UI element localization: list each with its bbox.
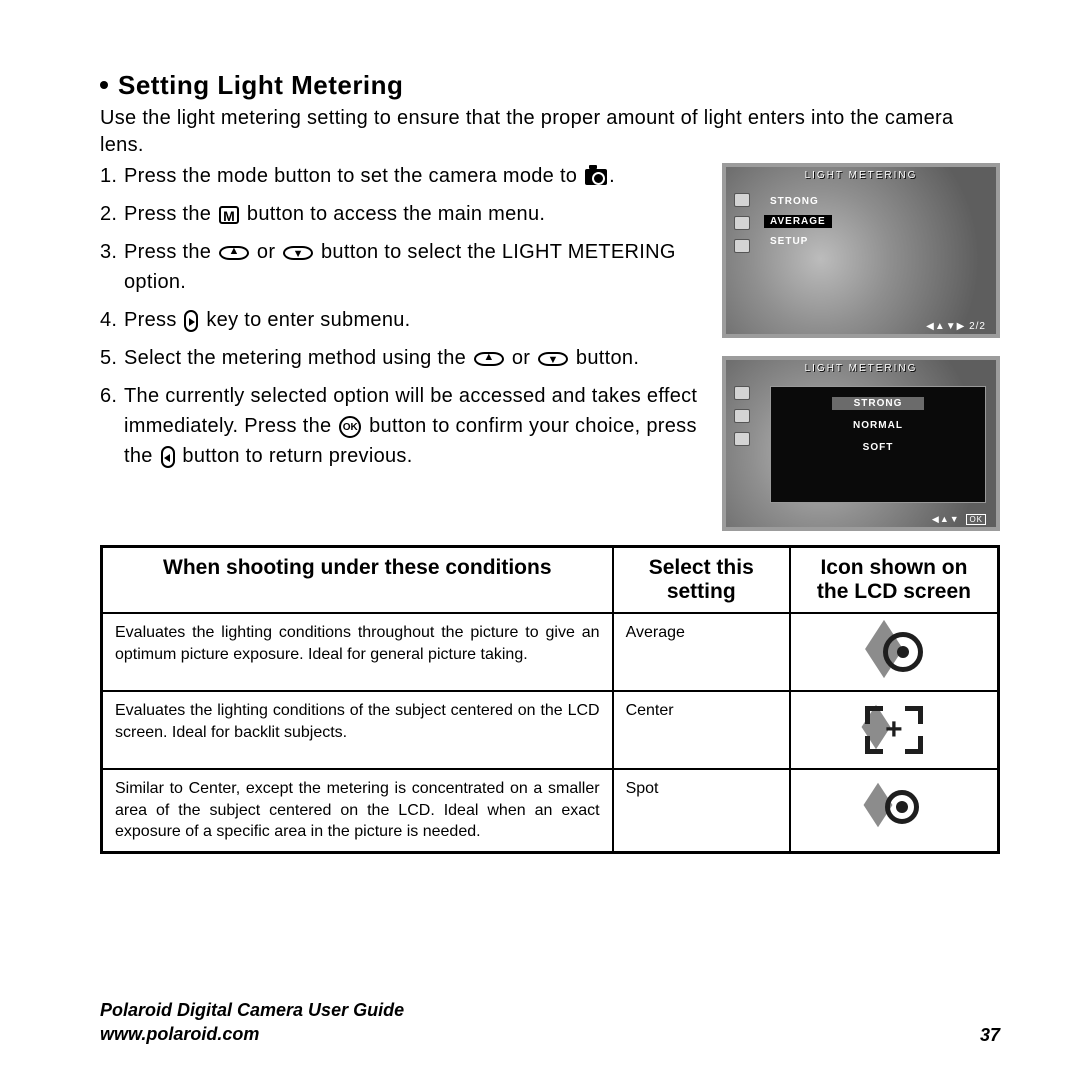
step-text: Select the metering method using the ▲ o… xyxy=(124,343,702,373)
table-row: Evaluates the lighting conditions of the… xyxy=(102,691,999,769)
lcd-figures: LIGHT METERING STRONG AVERAGE SETUP ◀▲▼▶ 2… xyxy=(722,163,1000,531)
table-row: Similar to Center, except the metering i… xyxy=(102,769,999,852)
average-metering-icon xyxy=(865,628,923,676)
lcd-side-icon xyxy=(734,409,750,423)
lcd-side-icon xyxy=(734,239,750,253)
step-number: 5. xyxy=(100,343,124,373)
setting-cell: Center xyxy=(613,691,790,769)
step-text: Press the M button to access the main me… xyxy=(124,199,702,229)
table-row: Evaluates the lighting conditions throug… xyxy=(102,613,999,691)
condition-cell: Similar to Center, except the metering i… xyxy=(102,769,613,852)
right-key-icon xyxy=(184,310,198,332)
step-number: 3. xyxy=(100,237,124,297)
lcd-menu-item: NORMAL xyxy=(831,419,925,432)
footer-guide: Polaroid Digital Camera User Guide xyxy=(100,999,404,1022)
condition-cell: Evaluates the lighting conditions of the… xyxy=(102,691,613,769)
step-number: 4. xyxy=(100,305,124,335)
icon-cell: + xyxy=(790,691,999,769)
step-text: Press the ▲ or ▼ button to select the LI… xyxy=(124,237,702,297)
step-number: 2. xyxy=(100,199,124,229)
left-key-icon xyxy=(161,446,175,468)
step-text: The currently selected option will be ac… xyxy=(124,381,702,471)
table-header: Icon shown on the LCD screen xyxy=(790,547,999,614)
icon-cell xyxy=(790,613,999,691)
lcd-side-icons xyxy=(734,386,750,446)
lcd-screenshot-1: LIGHT METERING STRONG AVERAGE SETUP ◀▲▼▶ 2… xyxy=(722,163,1000,338)
setting-cell: Spot xyxy=(613,769,790,852)
step-1: 1. Press the mode button to set the came… xyxy=(100,161,702,191)
setting-cell: Average xyxy=(613,613,790,691)
step-number: 6. xyxy=(100,381,124,471)
two-column-row: 1. Press the mode button to set the came… xyxy=(100,161,1000,531)
steps-list: 1. Press the mode button to set the came… xyxy=(100,161,702,479)
down-eye-icon: ▼ xyxy=(283,246,313,260)
lcd-menu-item: AVERAGE xyxy=(764,215,832,228)
step-6: 6. The currently selected option will be… xyxy=(100,381,702,471)
lcd-menu-item: STRONG xyxy=(764,195,832,208)
up-eye-icon: ▲ xyxy=(219,246,249,260)
footer-url: www.polaroid.com xyxy=(100,1023,404,1046)
lcd-screenshot-2: LIGHT METERING STRONG NORMAL SOFT ◀▲▼ OK xyxy=(722,356,1000,531)
table-header: When shooting under these conditions xyxy=(102,547,613,614)
lcd-menu: STRONG AVERAGE SETUP xyxy=(764,195,832,248)
lcd-side-icons xyxy=(734,193,750,253)
camera-icon xyxy=(585,169,607,185)
lcd-title: LIGHT METERING xyxy=(726,363,996,374)
icon-cell xyxy=(790,769,999,852)
manual-page: Setting Light Metering Use the light met… xyxy=(0,0,1080,1080)
lcd-menu-item: STRONG xyxy=(832,397,925,410)
step-3: 3. Press the ▲ or ▼ button to select the… xyxy=(100,237,702,297)
down-eye-icon: ▼ xyxy=(538,352,568,366)
page-number: 37 xyxy=(980,1025,1000,1046)
section-heading: Setting Light Metering xyxy=(100,70,1000,101)
lcd-menu-item: SOFT xyxy=(841,441,916,454)
lcd-submenu: STRONG NORMAL SOFT xyxy=(771,397,985,454)
ok-icon: OK xyxy=(339,416,361,438)
lcd-footer: ◀▲▼ OK xyxy=(932,514,986,525)
up-eye-icon: ▲ xyxy=(474,352,504,366)
center-metering-icon: + xyxy=(865,706,923,754)
footer-left: Polaroid Digital Camera User Guide www.p… xyxy=(100,999,404,1046)
lcd-side-icon xyxy=(734,216,750,230)
step-4: 4. Press key to enter submenu. xyxy=(100,305,702,335)
page-footer: Polaroid Digital Camera User Guide www.p… xyxy=(100,999,1000,1046)
condition-cell: Evaluates the lighting conditions throug… xyxy=(102,613,613,691)
table-header: Select this setting xyxy=(613,547,790,614)
step-text: Press key to enter submenu. xyxy=(124,305,702,335)
lcd-submenu-panel: STRONG NORMAL SOFT xyxy=(770,386,986,503)
lcd-side-icon xyxy=(734,432,750,446)
heading-text: Setting Light Metering xyxy=(118,70,403,100)
step-2: 2. Press the M button to access the main… xyxy=(100,199,702,229)
step-5: 5. Select the metering method using the … xyxy=(100,343,702,373)
lcd-title: LIGHT METERING xyxy=(726,170,996,181)
bullet-icon xyxy=(100,81,108,89)
lcd-photo-bg xyxy=(726,167,996,334)
ok-box-icon: OK xyxy=(966,514,986,525)
lcd-side-icon xyxy=(734,386,750,400)
table-header-row: When shooting under these conditions Sel… xyxy=(102,547,999,614)
lcd-footer: ◀▲▼▶ 2/2 xyxy=(926,321,986,332)
metering-table: When shooting under these conditions Sel… xyxy=(100,545,1000,854)
intro-text: Use the light metering setting to ensure… xyxy=(100,105,1000,159)
spot-metering-icon xyxy=(865,784,923,832)
lcd-menu-item: SETUP xyxy=(764,235,832,248)
step-text: Press the mode button to set the camera … xyxy=(124,161,702,191)
step-number: 1. xyxy=(100,161,124,191)
menu-m-icon: M xyxy=(219,206,239,224)
lcd-side-icon xyxy=(734,193,750,207)
